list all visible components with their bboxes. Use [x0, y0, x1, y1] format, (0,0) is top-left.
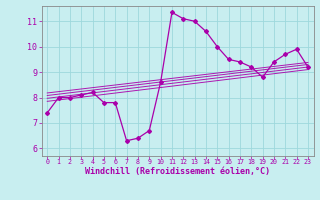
- X-axis label: Windchill (Refroidissement éolien,°C): Windchill (Refroidissement éolien,°C): [85, 167, 270, 176]
